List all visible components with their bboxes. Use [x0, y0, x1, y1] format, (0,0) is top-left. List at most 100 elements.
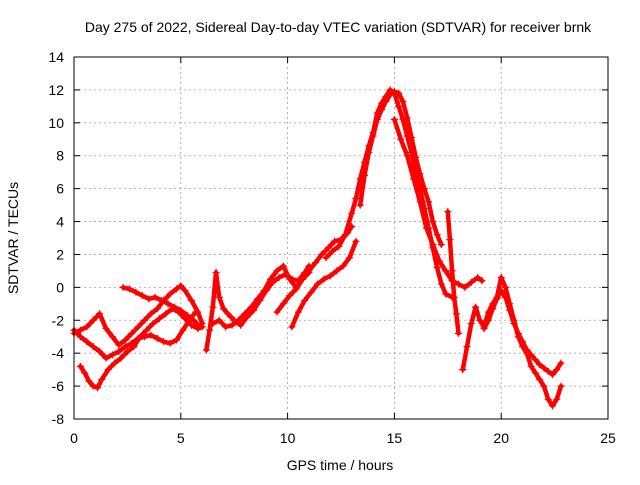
data-point [132, 288, 140, 296]
data-point [128, 329, 136, 337]
data-point [119, 283, 127, 291]
x-axis-label: GPS time / hours [287, 457, 394, 473]
data-point [220, 305, 228, 313]
data-point [136, 333, 144, 341]
data-series [70, 86, 565, 410]
data-point [352, 195, 360, 203]
data-point [260, 287, 268, 295]
data-point [553, 395, 561, 403]
data-point [140, 316, 148, 324]
data-point [102, 354, 110, 362]
series-track-7 [288, 237, 360, 331]
data-point [158, 297, 166, 305]
data-point [138, 292, 146, 300]
data-point [85, 377, 93, 385]
data-point [322, 254, 330, 262]
data-point [115, 348, 123, 356]
data-point [209, 303, 217, 311]
data-point [162, 310, 170, 318]
data-point [497, 287, 505, 295]
data-point [183, 311, 191, 319]
data-point [288, 323, 296, 331]
y-tick-label: 2 [56, 246, 64, 262]
data-point [170, 303, 178, 311]
data-point [446, 236, 454, 244]
data-point [422, 224, 430, 232]
series-track-11 [390, 116, 486, 291]
data-point [459, 366, 467, 374]
data-point [480, 325, 488, 332]
y-tick-label: 6 [56, 181, 64, 197]
x-tick-label: 20 [493, 430, 509, 446]
data-point [196, 323, 204, 331]
data-point [215, 293, 223, 301]
x-tick-label: 10 [280, 430, 296, 446]
data-point [318, 250, 326, 258]
data-point [454, 329, 462, 337]
data-point [461, 283, 469, 291]
data-point [111, 359, 119, 367]
data-point [339, 262, 347, 270]
data-point [234, 316, 242, 324]
data-point [467, 278, 475, 286]
data-point [395, 102, 403, 110]
data-point [328, 247, 336, 255]
data-point [81, 369, 89, 377]
data-point [147, 331, 155, 339]
data-point [286, 275, 294, 283]
data-point [519, 338, 527, 346]
data-point [96, 310, 104, 318]
data-point [275, 273, 283, 281]
data-point [164, 300, 172, 308]
data-point [536, 376, 544, 384]
series-line [481, 288, 564, 377]
data-point [523, 346, 531, 354]
data-point [160, 338, 168, 346]
y-tick-label: -6 [52, 378, 65, 394]
data-point [416, 198, 424, 206]
y-tick-label: 12 [48, 82, 64, 98]
data-point [416, 170, 424, 178]
data-point [320, 275, 328, 283]
data-point [437, 241, 445, 249]
data-point [407, 134, 415, 142]
data-point [307, 288, 315, 296]
data-point [326, 272, 334, 280]
data-point [557, 382, 565, 390]
data-point [548, 371, 556, 379]
data-point [115, 341, 123, 349]
data-point [348, 209, 356, 217]
data-point [346, 254, 354, 262]
data-point [412, 153, 420, 161]
data-point [403, 114, 411, 122]
data-point [190, 316, 198, 324]
y-tick-label: 4 [56, 214, 64, 230]
data-point [89, 343, 97, 351]
data-point [531, 369, 539, 377]
data-point [390, 116, 398, 124]
data-point [83, 323, 91, 331]
data-point [121, 336, 129, 344]
data-point [442, 290, 450, 298]
data-point [484, 316, 492, 324]
data-point [506, 306, 514, 314]
data-point [247, 303, 255, 311]
y-axis-label: SDTVAR / TECUs [5, 182, 21, 294]
series-line [357, 89, 444, 247]
series-track-12 [444, 208, 462, 337]
data-point [444, 208, 452, 216]
data-point [254, 295, 262, 303]
data-point [369, 132, 377, 140]
data-point [544, 395, 552, 403]
data-point [514, 329, 522, 337]
series-line [274, 270, 312, 315]
data-point [215, 316, 223, 324]
data-point [335, 242, 343, 250]
y-tick-label: 8 [56, 148, 64, 164]
data-point [433, 264, 441, 272]
data-point [279, 300, 287, 308]
data-point [433, 231, 441, 239]
series-track-3 [76, 305, 206, 392]
data-point [536, 361, 544, 369]
